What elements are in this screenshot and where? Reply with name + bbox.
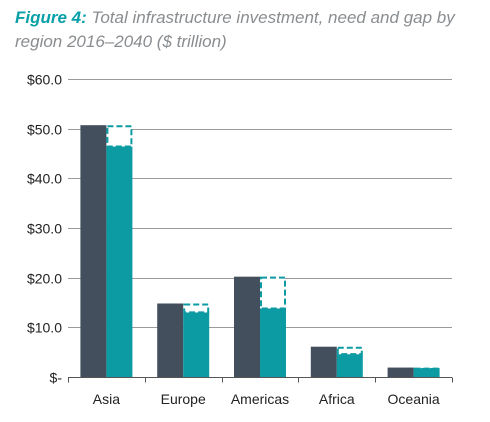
y-tick-label: $40.0 <box>27 171 62 187</box>
x-tick-label: Oceania <box>388 391 440 407</box>
bars <box>80 125 440 377</box>
bar-investment-asia <box>106 146 133 377</box>
figure-title-text: Total infrastructure investment, need an… <box>15 8 455 51</box>
x-axis: Asia Europe Americas Africa Oceania <box>68 377 453 407</box>
y-tick-label: $10.0 <box>27 320 62 336</box>
y-tick-label: $20.0 <box>27 271 62 287</box>
y-axis: $- $10.0 $20.0 $30.0 $40.0 $50.0 $60.0 <box>27 72 62 386</box>
bar-gap-africa <box>336 346 363 356</box>
bar-investment-oceania <box>413 368 440 377</box>
bar-need-americas <box>234 276 260 377</box>
bar-need-oceania <box>387 367 414 377</box>
figure-number: Figure 4: <box>15 8 87 27</box>
bar-need-africa <box>310 346 337 377</box>
y-tick-label: $- <box>50 370 63 386</box>
bar-gap-asia <box>106 125 133 148</box>
x-tick-label: Europe <box>161 391 206 407</box>
bar-need-asia <box>80 125 107 377</box>
x-tick-label: Asia <box>93 391 120 407</box>
y-tick-label: $50.0 <box>27 122 62 138</box>
chart-title: Figure 4: Total infrastructure investmen… <box>15 6 485 54</box>
bar-gap-americas <box>260 276 286 310</box>
bar-gap-europe <box>183 303 210 314</box>
bar-need-europe <box>157 303 184 377</box>
y-tick-label: $60.0 <box>27 72 62 88</box>
bar-gap-oceania <box>413 367 440 371</box>
bar-investment-europe <box>183 312 210 377</box>
x-tick-label: Africa <box>319 391 355 407</box>
y-tick-label: $30.0 <box>27 221 62 237</box>
bar-investment-africa <box>336 354 363 377</box>
bar-investment-americas <box>260 308 286 377</box>
x-tick-label: Americas <box>231 391 289 407</box>
